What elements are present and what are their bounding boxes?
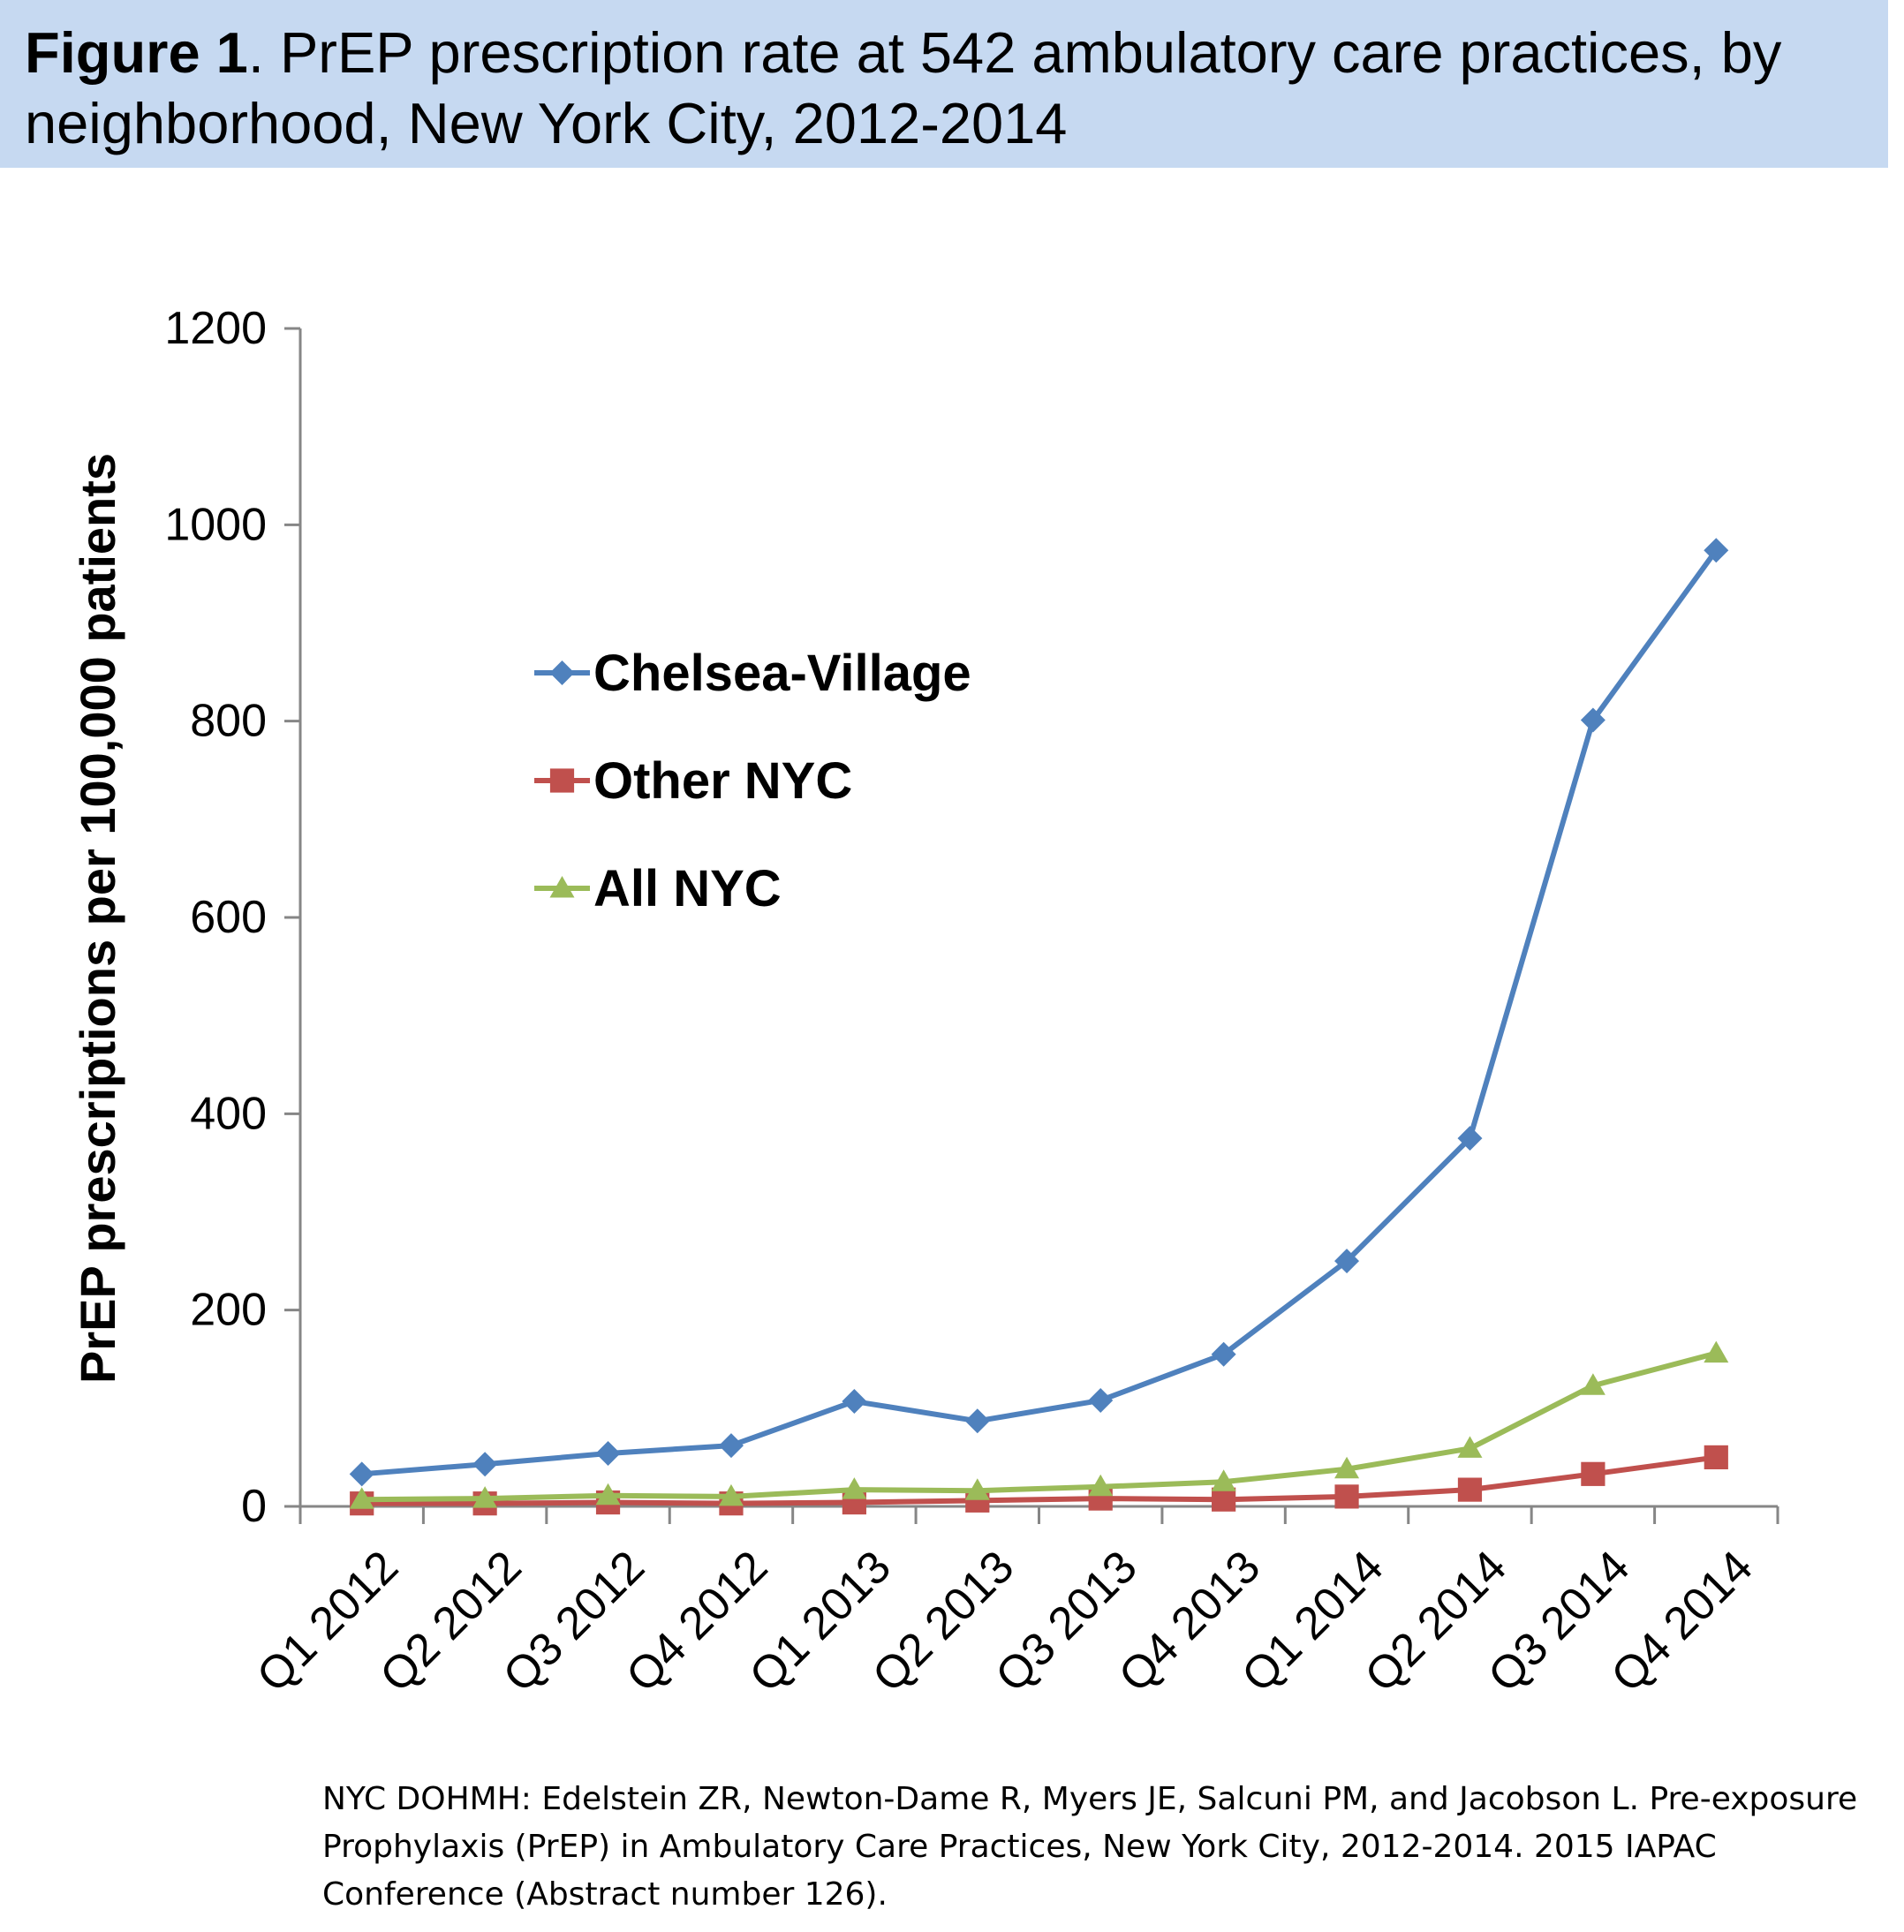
y-tick-label: 0	[241, 1481, 267, 1532]
data-point-triangle	[1580, 1373, 1606, 1395]
data-point-square	[1704, 1445, 1728, 1470]
legend-item: Chelsea-Village	[534, 645, 971, 702]
data-point-diamond	[1457, 1126, 1483, 1151]
series-line	[361, 1454, 1717, 1506]
data-point-triangle	[1704, 1340, 1729, 1363]
series-line	[361, 548, 1719, 1477]
data-point-square	[1581, 1461, 1606, 1486]
data-point-diamond	[964, 1408, 990, 1434]
data-point-triangle	[718, 1483, 744, 1506]
data-point-square	[1334, 1484, 1359, 1509]
y-tick-label: 600	[190, 892, 267, 943]
data-point-diamond	[349, 1461, 374, 1487]
y-tick-label: 400	[190, 1088, 267, 1139]
legend-label: All NYC	[593, 860, 782, 917]
data-point-triangle	[1457, 1436, 1483, 1458]
y-tick-label: 800	[190, 696, 267, 747]
series-all-nyc	[349, 1340, 1729, 1509]
data-point-square	[549, 768, 575, 793]
y-tick-label: 1200	[164, 303, 267, 354]
y-tick-label: 200	[190, 1285, 267, 1336]
data-point-diamond	[842, 1389, 867, 1415]
data-point-diamond	[549, 660, 575, 685]
data-point-triangle	[842, 1477, 867, 1499]
figure-title-label: Figure 1	[25, 20, 248, 85]
data-point-diamond	[1580, 707, 1606, 733]
data-point-diamond	[472, 1452, 498, 1477]
y-axis-title: PrEP prescriptions per 100,000 patients	[70, 453, 125, 1384]
legend: Chelsea-Village Other NYC All NYC	[534, 645, 971, 917]
data-point-square	[1212, 1487, 1236, 1512]
legend-item: All NYC	[534, 860, 782, 917]
data-point-diamond	[1334, 1249, 1360, 1274]
legend-label: Other NYC	[593, 752, 852, 810]
data-point-triangle	[1334, 1456, 1360, 1479]
data-point-diamond	[1211, 1341, 1236, 1367]
y-tick-label: 1000	[164, 499, 267, 550]
data-point-triangle	[349, 1487, 374, 1509]
figure-title-text: . PrEP prescription rate at 542 ambulato…	[25, 20, 1782, 155]
legend-item: Other NYC	[534, 752, 852, 810]
data-point-diamond	[595, 1440, 621, 1466]
data-point-triangle	[1088, 1474, 1114, 1497]
series-line	[361, 1350, 1718, 1503]
data-point-triangle	[1211, 1469, 1236, 1491]
data-point-square	[1457, 1477, 1483, 1502]
legend-label: Chelsea-Village	[593, 645, 971, 702]
title-band: Figure 1. PrEP prescription rate at 542 …	[0, 0, 1888, 168]
data-point-diamond	[1088, 1387, 1114, 1413]
data-point-triangle	[472, 1486, 498, 1508]
data-point-diamond	[718, 1433, 744, 1459]
figure-title: Figure 1. PrEP prescription rate at 542 …	[25, 18, 1870, 159]
data-point-diamond	[1704, 538, 1729, 563]
citation-text: NYC DOHMH: Edelstein ZR, Newton-Dame R, …	[322, 1781, 1858, 1913]
data-point-triangle	[964, 1478, 990, 1500]
data-point-triangle	[549, 876, 575, 898]
data-point-triangle	[595, 1483, 621, 1506]
series-chelsea-village	[349, 538, 1729, 1487]
